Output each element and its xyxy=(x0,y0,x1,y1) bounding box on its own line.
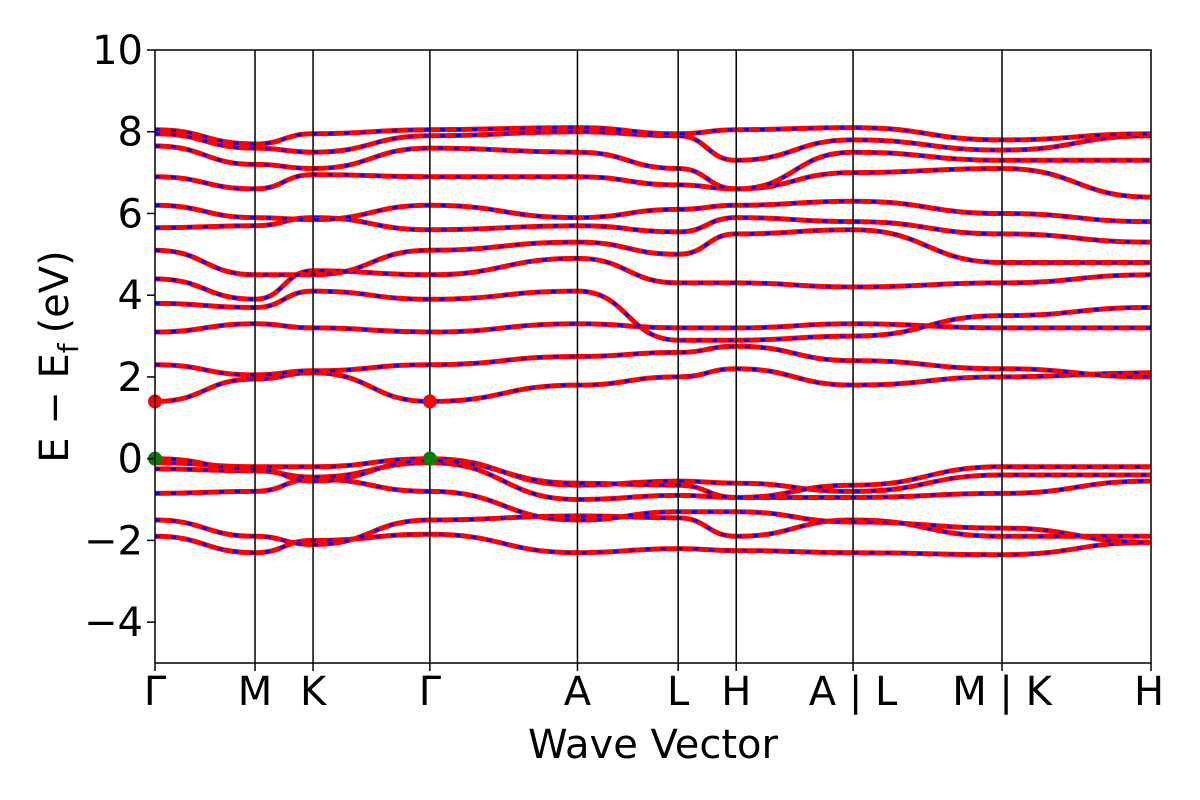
plot-frame xyxy=(154,49,1152,664)
band-line-down-6 xyxy=(154,367,1152,404)
vbm-marker-1 xyxy=(422,451,437,466)
band-line-down-13 xyxy=(154,199,1152,224)
x-tick-label-2: K xyxy=(300,669,328,715)
band-line-down-3 xyxy=(154,461,1152,502)
y-axis-title-main: E − E xyxy=(32,353,78,463)
y-tick-label-5: 6 xyxy=(118,191,143,237)
band-line-up-14 xyxy=(154,165,1152,200)
y-tick-label-6: 8 xyxy=(118,110,143,156)
y-tick-label-7: 10 xyxy=(92,28,143,74)
band-line-down-17 xyxy=(154,126,1152,146)
y-axis-title-subscript: f xyxy=(52,342,85,353)
band-line-up-10 xyxy=(154,255,1152,302)
band-line-up-11 xyxy=(154,227,1151,278)
x-tick-label-3: Γ xyxy=(419,669,442,715)
x-tick-label-6: H xyxy=(721,669,751,715)
y-tick-label-2: 0 xyxy=(118,437,143,483)
x-tick-label-4: A xyxy=(564,669,592,715)
cbm-marker-1 xyxy=(422,394,437,409)
x-tick-label-1: M xyxy=(238,669,273,715)
y-tick-label-1: −2 xyxy=(84,518,143,564)
band-edge-markers xyxy=(148,394,437,466)
band-line-down-0 xyxy=(154,532,1152,557)
band-line-up-9 xyxy=(154,288,1152,343)
band-line-up-7 xyxy=(154,343,1152,380)
y-tick-label-3: 2 xyxy=(118,355,143,401)
x-axis-title: Wave Vector xyxy=(528,722,779,768)
y-axis-ticks: −4 −2 0 2 4 6 8 10 xyxy=(84,28,155,646)
x-tick-label-5: L xyxy=(667,669,690,715)
band-line-down-5 xyxy=(154,457,1151,500)
band-line-down-8 xyxy=(154,322,1151,334)
y-tick-label-0: −4 xyxy=(84,600,143,646)
y-tick-label-4: 4 xyxy=(118,273,143,319)
band-line-down-2 xyxy=(154,477,1152,544)
x-tick-label-7: A | L xyxy=(809,669,898,715)
x-tick-label-8: M | K xyxy=(952,669,1053,715)
band-line-down-12 xyxy=(154,216,1152,244)
y-axis-title-unit: (eV) xyxy=(32,250,78,333)
x-tick-label-0: Γ xyxy=(144,669,167,715)
x-tick-label-9: H xyxy=(1134,669,1164,715)
band-lines xyxy=(154,125,1152,558)
y-axis-title: E − Ef (eV) xyxy=(32,250,85,463)
kpoint-separators xyxy=(254,50,1003,663)
band-line-down-15 xyxy=(154,144,1151,191)
band-line-up-16 xyxy=(154,129,1152,163)
